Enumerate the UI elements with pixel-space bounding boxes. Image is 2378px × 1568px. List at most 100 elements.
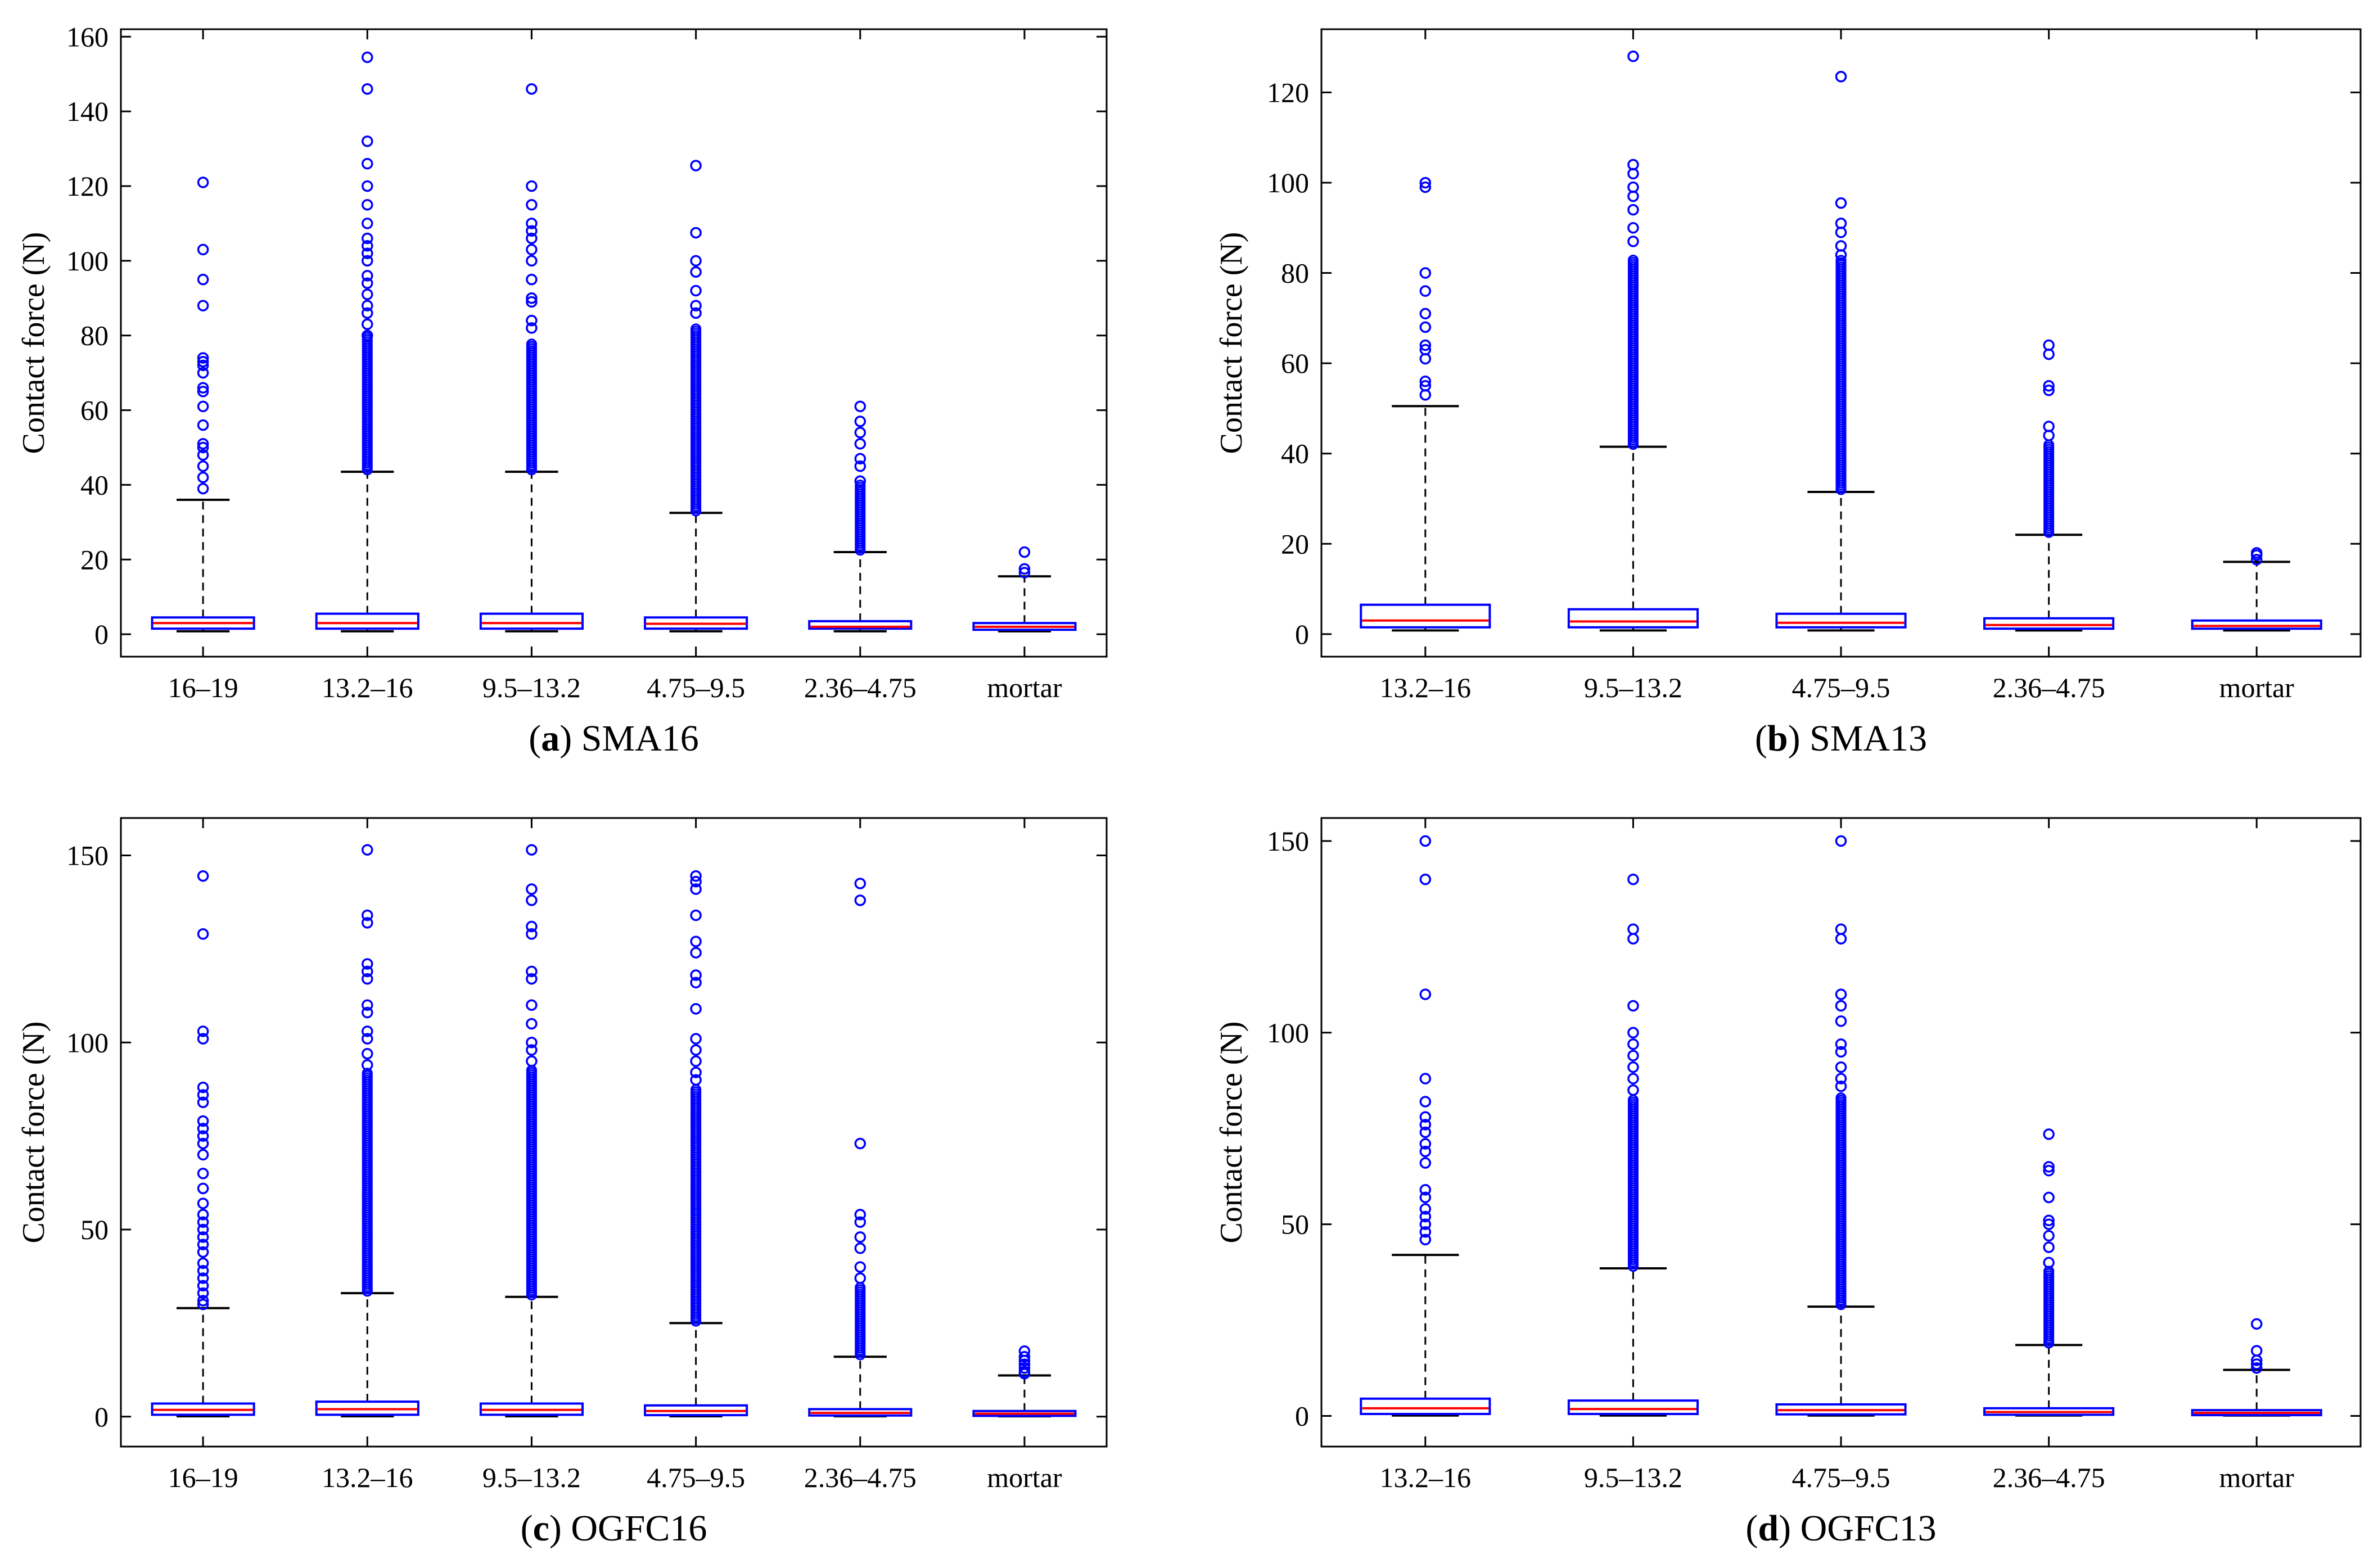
outlier-point (197, 482, 209, 495)
box-4.75–9.5 (644, 870, 748, 1418)
x-tick-label: 2.36–4.75 (1993, 1462, 2105, 1493)
outlier-point (197, 1033, 209, 1045)
outlier-point (1627, 1050, 1639, 1061)
outlier-point (1627, 222, 1639, 234)
outlier-point (526, 883, 538, 895)
box-13.2–16 (1360, 177, 1491, 632)
x-tick-label: 13.2–16 (1380, 1462, 1472, 1493)
outlier-point (1835, 1046, 1847, 1058)
outlier-point (854, 878, 866, 889)
outlier-point (1419, 835, 1432, 847)
outlier-point (526, 894, 538, 906)
outlier-point (1419, 1111, 1432, 1123)
box-9.5–13.2 (479, 83, 584, 632)
outlier-point (1419, 181, 1432, 193)
outlier-point (854, 460, 866, 472)
x-tick-label: 9.5–13.2 (482, 1462, 581, 1493)
outlier-point (197, 1295, 209, 1307)
outlier-point (197, 1246, 209, 1258)
caption-letter: a (541, 718, 559, 759)
outlier-point (526, 296, 538, 308)
outlier-point (1018, 1362, 1031, 1374)
box-2.36–4.75 (808, 878, 913, 1418)
outlier-point (690, 1055, 702, 1067)
outlier-dense (1835, 1092, 1847, 1104)
y-tick-label: 40 (80, 469, 109, 500)
outlier-point (526, 198, 538, 211)
outlier-point (854, 1216, 866, 1228)
outlier-point (1419, 873, 1432, 885)
x-tick-label: 9.5–13.2 (1584, 672, 1682, 703)
outlier-point (362, 247, 373, 259)
y-tick-label: 100 (66, 1027, 109, 1058)
box-4.75–9.5 (1775, 71, 1907, 632)
outlier-point (197, 1096, 209, 1109)
outlier-point (2043, 380, 2055, 392)
y-tick-label: 0 (94, 1401, 109, 1433)
outlier-point (690, 909, 702, 921)
outlier-dense (362, 1068, 373, 1079)
outlier-point (362, 1033, 373, 1045)
outlier-dense (1835, 255, 1847, 266)
outlier-point (1627, 1061, 1639, 1073)
box-9.5–13.2 (479, 844, 584, 1418)
x-tick-label: 9.5–13.2 (482, 672, 581, 703)
box-16–19 (151, 870, 255, 1418)
panel-d: 0 50 100 150 Contact force (N) 13.2–16 9.5–13.… (1214, 817, 2362, 1549)
outlier-point (1419, 1138, 1432, 1150)
x-tick-label: 4.75–9.5 (1792, 672, 1890, 703)
outlier-point (1419, 308, 1432, 320)
y-axis-label: Contact force (N) (1214, 1022, 1249, 1244)
outlier-point (526, 965, 538, 978)
outlier-point (526, 973, 538, 985)
outlier-point (197, 460, 209, 472)
outlier-dense (690, 323, 702, 335)
outlier-point (1627, 168, 1639, 180)
outlier-point (362, 288, 373, 300)
box-mortar (2191, 1318, 2322, 1417)
outlier-point (1018, 1366, 1031, 1378)
outlier-point (854, 438, 866, 450)
outlier-point (1419, 321, 1432, 333)
outlier-point (1419, 1191, 1432, 1204)
outlier-point (1835, 1000, 1847, 1012)
y-tick-label: 100 (1267, 1017, 1309, 1049)
outlier-point (1835, 1038, 1847, 1050)
outlier-point (362, 329, 373, 341)
outlier-point (1419, 1126, 1432, 1138)
x-tick-label: mortar (987, 1462, 1062, 1493)
outlier-point (1419, 1157, 1432, 1169)
outlier-dense (1627, 255, 1639, 266)
outlier-point (362, 917, 373, 929)
outlier-point (526, 999, 538, 1011)
outlier-point (1835, 835, 1847, 847)
outlier-point (526, 292, 538, 304)
outlier-point (1419, 1073, 1432, 1085)
x-tick-label: 4.75–9.5 (647, 672, 745, 703)
outlier-point (854, 1242, 866, 1254)
outlier-point (197, 367, 209, 379)
outlier-point (362, 218, 373, 229)
x-tick-label: 2.36–4.75 (804, 672, 917, 703)
box-2.36–4.75 (808, 400, 913, 632)
outlier-point (197, 1115, 209, 1127)
y-axis-label: Contact force (N) (16, 1022, 51, 1244)
outlier-point (362, 135, 373, 147)
panel-b: 0 20 40 60 80 100 120 Contact force (N) 13.2–16 9… (1214, 28, 2362, 759)
outlier-point (854, 1137, 866, 1150)
outlier-point (197, 1272, 209, 1284)
outlier-point (854, 894, 866, 906)
outlier-point (197, 449, 209, 461)
outlier-point (197, 352, 209, 364)
outlier-point (362, 1025, 373, 1037)
iqr-box (2191, 619, 2322, 630)
iqr-box (479, 612, 584, 630)
y-tick-label: 120 (66, 170, 109, 202)
outlier-point (690, 1074, 702, 1086)
outlier-point (690, 875, 702, 888)
y-tick-label: 160 (66, 21, 109, 52)
outlier-point (197, 243, 209, 256)
y-tick-label: 20 (80, 544, 109, 575)
outlier-point (1419, 988, 1432, 1000)
outlier-point (1627, 236, 1639, 247)
